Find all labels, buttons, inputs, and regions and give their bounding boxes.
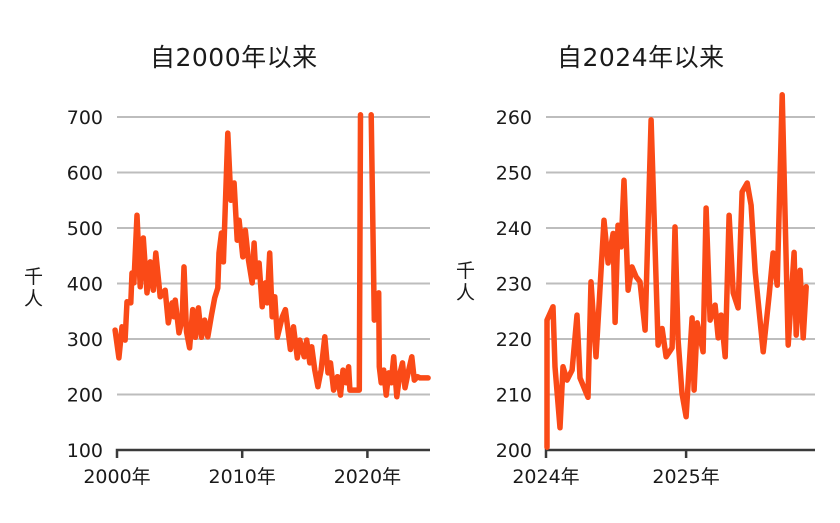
left-y-tick-label: 600: [67, 163, 103, 185]
left-x-tick-label: 2000年: [83, 466, 150, 488]
left-x-axis: [115, 448, 430, 458]
right-y-tick-label: 250: [496, 163, 532, 185]
right-x-tick-label: 2025年: [652, 466, 719, 488]
left-chart-title: 自2000年以来: [150, 43, 318, 72]
right-chart-title: 自2024年以来: [557, 43, 725, 72]
right-x-tick-label: 2024年: [512, 466, 579, 488]
right-y-unit-label-1: 千: [456, 260, 475, 282]
left-y-tick-labels: 100 200 300 400 500 600 700: [67, 107, 103, 462]
left-chart: 100 200 300 400 500 600 700 千 人 2000年 2010年 2020…: [24, 107, 431, 488]
left-y-unit-label-2: 人: [24, 288, 43, 310]
right-chart: 200 210 220 230 240 250 260 千 人 2024年 2025年: [456, 92, 815, 488]
right-y-tick-label: 240: [496, 218, 532, 240]
right-y-tick-label: 230: [496, 274, 532, 296]
left-y-tick-label: 300: [67, 329, 103, 351]
left-x-tick-label: 2010年: [209, 466, 276, 488]
left-gridlines: [117, 116, 430, 396]
right-y-unit-label-2: 人: [456, 282, 475, 304]
right-x-tick-labels: 2024年 2025年: [512, 466, 719, 488]
left-x-tick-labels: 2000年 2010年 2020年: [83, 466, 401, 488]
left-y-tick-label: 400: [67, 274, 103, 296]
left-series-line: [112, 112, 431, 400]
left-y-tick-label: 100: [67, 440, 103, 462]
right-y-tick-labels: 200 210 220 230 240 250 260: [496, 107, 532, 462]
left-y-unit-label-1: 千: [24, 266, 43, 288]
right-y-tick-label: 210: [496, 385, 532, 407]
right-y-tick-label: 220: [496, 329, 532, 351]
right-y-tick-label: 260: [496, 107, 532, 129]
left-y-tick-label: 200: [67, 385, 103, 407]
left-x-tick-label: 2020年: [334, 466, 401, 488]
left-y-tick-label: 700: [67, 107, 103, 129]
left-y-tick-label: 500: [67, 218, 103, 240]
right-series-line: [544, 92, 809, 450]
right-x-axis: [544, 448, 815, 458]
right-y-tick-label: 200: [496, 440, 532, 462]
